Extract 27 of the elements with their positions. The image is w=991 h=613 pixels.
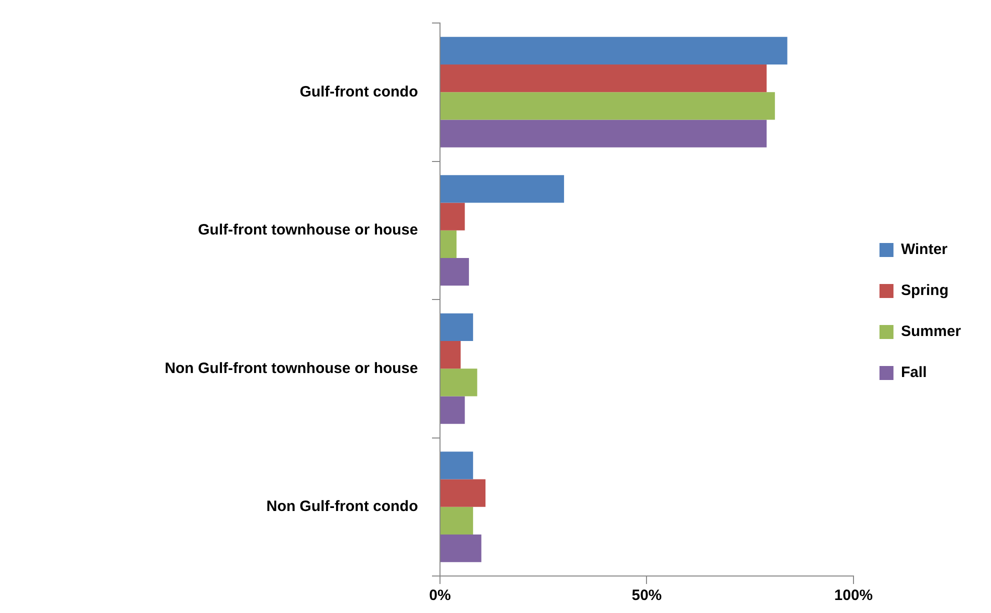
bar [440,175,564,203]
bar [440,120,767,148]
x-tick-label: 100% [834,587,873,604]
bar [440,452,474,480]
x-tick-label: 50% [632,587,662,604]
bar [440,534,482,562]
y-tick-label: Non Gulf-front condo [266,498,418,516]
bar [440,506,474,535]
bar [440,258,469,286]
bar [440,313,474,341]
legend-label: Fall [900,364,927,382]
bar [440,340,461,369]
bar [440,368,478,396]
legend-label: Winter [900,241,948,258]
bar [440,36,788,64]
bar [440,396,465,424]
bar [440,202,465,230]
bar [440,92,775,120]
y-tick-label: Non Gulf-front townhouse or house [164,360,418,377]
x-tick-label: 0% [429,587,451,604]
y-tick-label: Gulf-front townhouse or house [198,222,418,239]
bar [440,64,767,92]
y-tick-label: Gulf-front condo [300,83,418,100]
legend-label: Summer [900,323,962,340]
bar [440,230,457,258]
bar [440,479,486,507]
legend-label: Spring [900,282,948,300]
